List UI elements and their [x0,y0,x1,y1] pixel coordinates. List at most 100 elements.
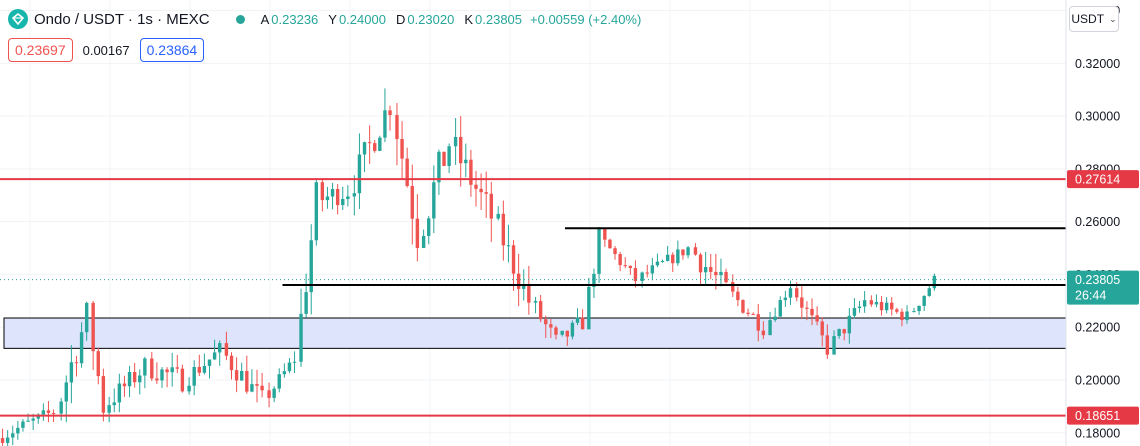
candle-body [686,247,690,256]
candle-body [474,184,478,189]
symbol-title[interactable]: Ondo / USDT · 1s · MEXC [34,10,210,28]
candle-body [46,410,51,413]
candle-body [26,420,30,422]
candle-body [603,227,607,240]
candle-body [101,376,106,413]
grid [0,0,1066,446]
low-label: D [395,11,406,27]
candle-body [229,355,234,371]
candle-body [538,301,543,320]
candle-body [815,315,819,322]
candle-body [623,265,627,267]
candle-body [645,272,649,274]
candle-body [352,193,357,197]
drawn-lines [0,178,1066,417]
candle-body [874,301,879,305]
candle-body [773,316,777,321]
candle-body [41,410,46,415]
open-value: 0.23236 [271,11,319,27]
currency-select[interactable]: USDT ⌄ [1069,6,1119,32]
candle-body [165,369,169,373]
support-zone [3,317,1067,349]
candle-body [703,267,708,273]
candle-body [820,321,824,336]
candle-body [378,137,382,151]
candle-body [202,365,207,373]
candle-body [768,320,772,336]
candle-body [415,218,420,248]
candle-body [187,385,191,392]
candle-body [240,370,244,381]
candle-body [453,136,458,147]
candle-body [731,282,735,292]
change-value: +0.00559 (+2.40%) [530,11,642,27]
candle-body [0,438,5,443]
candle-body [570,322,575,337]
candle-body [761,330,766,336]
candle-body [671,254,675,264]
candle-body [879,301,884,311]
candle-body [469,159,473,185]
candle-body [575,317,580,323]
candle-body [250,384,254,392]
candle-body [698,254,703,273]
candle-body [756,314,760,331]
candle-body [496,213,500,219]
candle-body [330,189,335,197]
candle-body [432,182,436,219]
candle-body [207,359,212,366]
candle-body [592,273,596,287]
candle-body [395,115,399,140]
candle-body [383,110,387,138]
candle-body [357,154,362,194]
candle-body [884,302,889,311]
buy-price-button[interactable]: 0.23864 [139,38,205,62]
candle-body [932,275,937,289]
candle-body [516,273,521,289]
candle-body [287,362,292,372]
level-price-label: 0.27614 [1075,173,1120,187]
candle-body [299,313,303,362]
candle-body [640,272,644,282]
candle-body [292,361,297,363]
candle-body [522,284,526,289]
sell-price-button[interactable]: 0.23697 [8,38,73,62]
candle-body [852,308,857,316]
candle-body [309,240,313,293]
candle-body [580,317,585,330]
candle-body [560,330,564,335]
candle-body [373,143,377,151]
candle-body [175,367,179,369]
candle-body [650,265,655,274]
candle-body [16,427,20,434]
high-label: Y [328,11,337,27]
candle-body [447,146,451,166]
close-value: 0.23805 [475,11,523,27]
candle-body [138,375,142,383]
candle-body [197,366,201,373]
level-price-tag [1067,406,1139,425]
candle-body [224,343,229,356]
candle-body [597,227,601,274]
candle-body [724,271,728,283]
candle-body [341,199,345,206]
candle-body [655,261,660,266]
last-price-label: 0.23805 [1075,273,1120,287]
candle-body [741,300,745,313]
candle-body [427,218,431,236]
candle-body [479,188,483,193]
candle-body [84,302,89,333]
level-price-label: 0.18651 [1075,409,1120,423]
candle-body [320,182,325,201]
candle-body [122,383,127,387]
candle-body [549,324,553,328]
candle-body [218,343,222,353]
last-price-tag [1067,270,1139,305]
candle-body [51,412,56,414]
chevron-down-icon: ⌄ [1109,13,1117,24]
candle-body [719,271,723,276]
candle-body [869,300,874,305]
candle-body [862,300,867,307]
candle-body [825,335,830,355]
